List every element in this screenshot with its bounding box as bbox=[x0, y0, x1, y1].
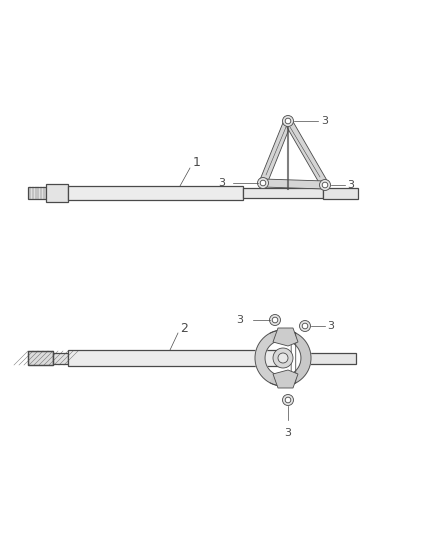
Text: 3: 3 bbox=[327, 321, 334, 331]
Text: 3: 3 bbox=[321, 116, 328, 126]
Circle shape bbox=[283, 116, 293, 126]
Circle shape bbox=[300, 320, 311, 332]
Text: 3: 3 bbox=[285, 428, 292, 438]
Text: 2: 2 bbox=[180, 321, 188, 335]
Polygon shape bbox=[263, 179, 325, 189]
Circle shape bbox=[283, 394, 293, 406]
FancyBboxPatch shape bbox=[323, 188, 358, 198]
Text: 1: 1 bbox=[193, 157, 201, 169]
FancyBboxPatch shape bbox=[68, 186, 243, 200]
FancyBboxPatch shape bbox=[53, 352, 68, 364]
FancyBboxPatch shape bbox=[68, 350, 283, 366]
Polygon shape bbox=[273, 370, 298, 388]
Circle shape bbox=[319, 180, 331, 190]
Circle shape bbox=[278, 353, 288, 363]
Circle shape bbox=[272, 317, 278, 323]
Polygon shape bbox=[255, 330, 296, 386]
Polygon shape bbox=[259, 119, 292, 184]
Circle shape bbox=[302, 323, 308, 329]
Polygon shape bbox=[273, 328, 298, 346]
Circle shape bbox=[273, 348, 293, 368]
Text: 3: 3 bbox=[347, 180, 354, 190]
Polygon shape bbox=[285, 119, 328, 187]
FancyBboxPatch shape bbox=[28, 187, 46, 199]
Circle shape bbox=[322, 182, 328, 188]
Circle shape bbox=[269, 314, 280, 326]
FancyBboxPatch shape bbox=[306, 352, 356, 364]
Text: 3: 3 bbox=[218, 178, 225, 188]
Circle shape bbox=[285, 118, 291, 124]
Circle shape bbox=[285, 397, 291, 403]
Text: 3: 3 bbox=[236, 315, 243, 325]
FancyBboxPatch shape bbox=[28, 351, 53, 365]
Circle shape bbox=[258, 177, 268, 189]
FancyBboxPatch shape bbox=[46, 184, 68, 202]
Polygon shape bbox=[270, 330, 311, 386]
FancyBboxPatch shape bbox=[243, 188, 323, 198]
Circle shape bbox=[260, 180, 266, 186]
